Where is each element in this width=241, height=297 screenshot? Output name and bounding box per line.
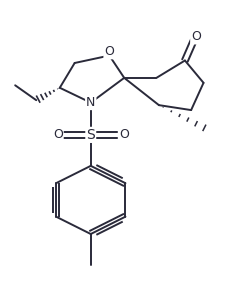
Text: N: N — [86, 96, 95, 109]
Text: S: S — [86, 128, 95, 142]
Text: O: O — [191, 31, 201, 43]
Text: O: O — [53, 128, 63, 141]
Text: O: O — [104, 45, 114, 58]
Text: O: O — [119, 128, 129, 141]
